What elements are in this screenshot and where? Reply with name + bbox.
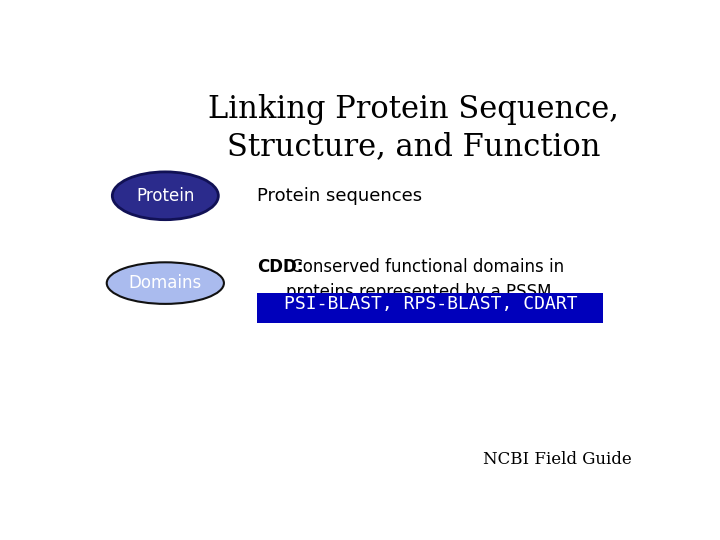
Text: Protein sequences: Protein sequences [258, 187, 423, 205]
Text: PSI-BLAST, RPS-BLAST, CDART: PSI-BLAST, RPS-BLAST, CDART [284, 295, 577, 313]
Text: Protein: Protein [136, 187, 194, 205]
Text: Domains: Domains [129, 274, 202, 292]
Text: Linking Protein Sequence,
Structure, and Function: Linking Protein Sequence, Structure, and… [208, 94, 619, 162]
Text: CDD:: CDD: [258, 258, 304, 276]
Text: Conserved functional domains in
proteins represented by a PSSM: Conserved functional domains in proteins… [287, 258, 564, 301]
Text: NCBI Field Guide: NCBI Field Guide [482, 451, 631, 468]
FancyBboxPatch shape [258, 293, 603, 322]
Ellipse shape [112, 172, 218, 220]
Ellipse shape [107, 262, 224, 304]
